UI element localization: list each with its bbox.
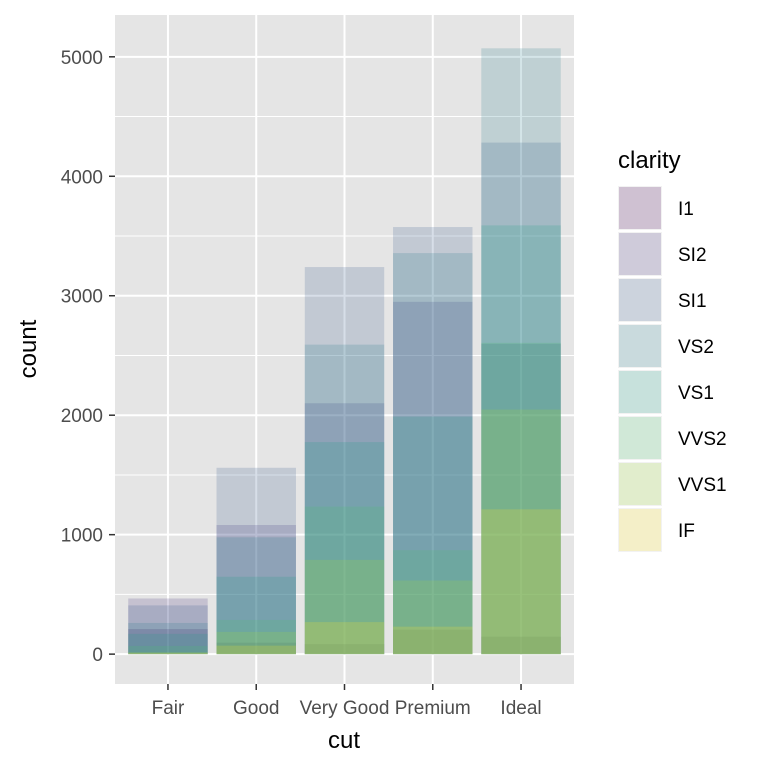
legend-key-bg: [618, 416, 662, 460]
bar-si1: [128, 605, 208, 655]
legend-key: [619, 371, 661, 413]
bar-vs2: [393, 253, 473, 655]
y-tick-label: 4000: [61, 167, 103, 188]
bar-vvs2: [481, 342, 561, 655]
y-tick-label: 0: [92, 645, 103, 666]
bar-vvs1: [393, 580, 473, 655]
bar-vvs2: [393, 550, 473, 655]
bar-if: [216, 645, 296, 655]
bar-vs2: [481, 48, 561, 655]
x-tick-label: Good: [233, 698, 279, 719]
legend-key: [619, 233, 661, 275]
bar-if: [304, 622, 385, 655]
x-tick-label: Very Good: [300, 698, 390, 719]
legend-label: SI2: [678, 245, 707, 266]
bar-vvs1: [216, 631, 296, 655]
bar-si1: [304, 267, 385, 655]
legend-key-bg: [618, 508, 662, 552]
bar-i1: [216, 642, 296, 655]
bar-vs1: [216, 576, 296, 655]
bar-vvs1: [481, 409, 561, 655]
bar-i1: [481, 636, 561, 655]
bar-vs2: [304, 344, 385, 655]
x-axis: Fair Good Very Good Premium Ideal: [152, 684, 542, 719]
legend-key-bg: [618, 324, 662, 368]
bar-i1: [304, 644, 385, 655]
legend-key: [619, 463, 661, 505]
bar-vs2: [128, 622, 208, 655]
legend-key-bg: [618, 278, 662, 322]
bar-vvs2: [304, 506, 385, 655]
bar-vvs2: [216, 619, 296, 655]
bar-vs1: [128, 633, 208, 655]
grid-lines: [115, 15, 574, 684]
x-axis-title: cut: [328, 727, 360, 754]
legend-key-bg: [618, 232, 662, 276]
bar-si2: [128, 598, 208, 655]
bar-vs1: [393, 416, 473, 655]
bar-if: [393, 626, 473, 655]
x-tick-label: Fair: [152, 698, 185, 719]
bar-if: [128, 653, 208, 655]
bar-i1: [128, 629, 208, 655]
bar-si2: [393, 301, 473, 655]
legend-key: [619, 187, 661, 229]
bar-si1: [481, 142, 561, 655]
legend-label: IF: [678, 521, 695, 542]
legend-label: I1: [678, 199, 694, 220]
bar-vs1: [481, 225, 561, 655]
legend: clarity I1 SI2 SI1 VS2 VS1 VVS2 VVS1 IF: [618, 147, 727, 552]
bars: [128, 48, 561, 655]
bar-vvs2: [128, 645, 208, 655]
y-axis: 0 1000 2000 3000 4000 5000: [61, 48, 115, 666]
bar-vs1: [304, 442, 385, 655]
y-axis-title: count: [15, 319, 42, 378]
y-tick-label: 1000: [61, 526, 103, 547]
legend-label: SI1: [678, 291, 707, 312]
legend-label: VS1: [678, 383, 714, 404]
bar-vs2: [216, 537, 296, 655]
legend-key: [619, 509, 661, 551]
legend-key: [619, 279, 661, 321]
x-tick-label: Premium: [395, 698, 471, 719]
bar-si2: [216, 524, 296, 655]
legend-label: VS2: [678, 337, 714, 358]
y-tick-label: 2000: [61, 406, 103, 427]
legend-key-bg: [618, 186, 662, 230]
y-tick-label: 5000: [61, 48, 103, 69]
legend-label: VVS2: [678, 429, 727, 450]
legend-label: VVS1: [678, 475, 727, 496]
bar-vvs1: [304, 559, 385, 655]
legend-key-bg: [618, 462, 662, 506]
bar-i1: [393, 629, 473, 655]
legend-key: [619, 417, 661, 459]
bar-vvs1: [128, 652, 208, 655]
bar-si2: [304, 403, 385, 655]
bar-si2: [481, 343, 561, 655]
bar-if: [481, 509, 561, 655]
legend-key: [619, 325, 661, 367]
x-tick-label: Ideal: [500, 698, 541, 719]
legend-key-bg: [618, 370, 662, 414]
bar-si1: [216, 467, 296, 655]
legend-title: clarity: [618, 147, 681, 174]
y-tick-label: 3000: [61, 287, 103, 308]
bar-si1: [393, 227, 473, 655]
